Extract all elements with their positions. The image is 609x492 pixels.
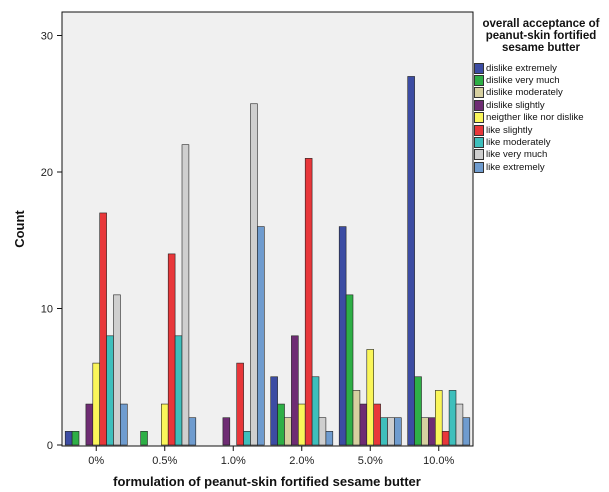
x-axis: 0% 0.5% 1.0% 2.0% 5.0% 10.0% [88, 446, 455, 467]
bar [366, 349, 374, 446]
bar [85, 403, 94, 446]
bar [345, 294, 354, 446]
bar [428, 417, 436, 446]
legend-swatch [474, 112, 484, 124]
bars [64, 76, 471, 446]
bar [462, 417, 471, 446]
bar [373, 403, 381, 446]
y-tick-label: 0 [47, 440, 53, 452]
bar [455, 403, 464, 446]
bar [387, 417, 395, 446]
x-axis-title: formulation of peanut-skin fortified ses… [113, 474, 421, 489]
bar [64, 431, 73, 446]
y-axis: 0 10 20 30 [41, 31, 62, 452]
x-tick-label: 0.5% [152, 455, 177, 467]
legend-label: neigther like nor dislike [486, 112, 584, 124]
bar [236, 362, 244, 446]
legend-title: overall acceptance of peanut-skin fortif… [482, 18, 600, 54]
x-tick-label: 5.0% [358, 455, 383, 467]
bar [284, 417, 292, 446]
bar [161, 403, 169, 446]
bar [407, 76, 415, 446]
bar [325, 431, 334, 446]
legend-swatch [474, 149, 484, 161]
legend-swatch [474, 87, 484, 99]
bar [380, 417, 388, 446]
legend-item: dislike very much [474, 74, 608, 87]
legend-items: dislike extremely dislike very much dislik… [474, 62, 608, 174]
bar [414, 376, 422, 446]
legend-swatch [474, 99, 484, 111]
plot-area [61, 11, 474, 447]
bar [277, 403, 285, 446]
y-axis-title: Count [12, 210, 27, 248]
bar [243, 431, 251, 446]
legend-swatch [474, 62, 484, 74]
bar [92, 362, 101, 446]
legend-swatch [474, 124, 484, 136]
legend: overall acceptance of peanut-skin fortif… [474, 18, 608, 174]
bar [318, 417, 327, 446]
legend-item: dislike slightly [474, 99, 608, 111]
bar [434, 390, 443, 446]
bar [222, 417, 231, 446]
bar [448, 390, 457, 446]
legend-item: like very much [474, 149, 608, 161]
bar [441, 431, 450, 446]
bar [270, 376, 278, 446]
legend-swatch [474, 137, 484, 149]
legend-swatch [474, 161, 484, 173]
legend-item: dislike extremely [474, 62, 608, 74]
bar [311, 376, 320, 446]
x-tick-label: 1.0% [221, 455, 246, 467]
bar [250, 103, 258, 446]
bar [106, 335, 114, 446]
legend-item: like extremely [474, 161, 608, 173]
bar [120, 403, 128, 446]
bar [338, 226, 347, 446]
legend-label: dislike slightly [486, 99, 545, 111]
bar [181, 144, 190, 446]
x-tick-label: 0% [88, 455, 104, 467]
bar [421, 417, 429, 446]
legend-label: like extremely [486, 161, 545, 173]
legend-item: neigther like nor dislike [474, 112, 608, 124]
bar [174, 335, 183, 446]
legend-label: dislike very much [486, 75, 560, 87]
legend-label: dislike extremely [486, 62, 557, 74]
x-tick-label: 10.0% [423, 455, 454, 467]
bar [359, 403, 368, 446]
legend-swatch [474, 75, 484, 87]
bar [304, 158, 313, 446]
y-tick-label: 20 [41, 167, 53, 179]
bar [257, 226, 265, 446]
bar [297, 403, 306, 446]
bar [394, 417, 402, 446]
legend-label: like very much [486, 149, 548, 161]
legend-label: like slightly [486, 124, 533, 136]
x-tick-label: 2.0% [289, 455, 314, 467]
y-tick-label: 10 [41, 304, 53, 316]
bar [113, 294, 121, 446]
y-tick-label: 30 [41, 31, 53, 43]
legend-item: dislike moderately [474, 87, 608, 99]
bar [291, 335, 299, 446]
legend-item: like moderately [474, 136, 608, 149]
legend-item: like slightly [474, 124, 608, 136]
legend-label: dislike moderately [486, 87, 563, 99]
legend-label: like moderately [486, 137, 551, 149]
bar [352, 390, 361, 446]
bar [167, 253, 176, 446]
bar [140, 431, 148, 446]
bar [99, 212, 107, 446]
bar [188, 417, 197, 446]
bar [71, 431, 80, 446]
